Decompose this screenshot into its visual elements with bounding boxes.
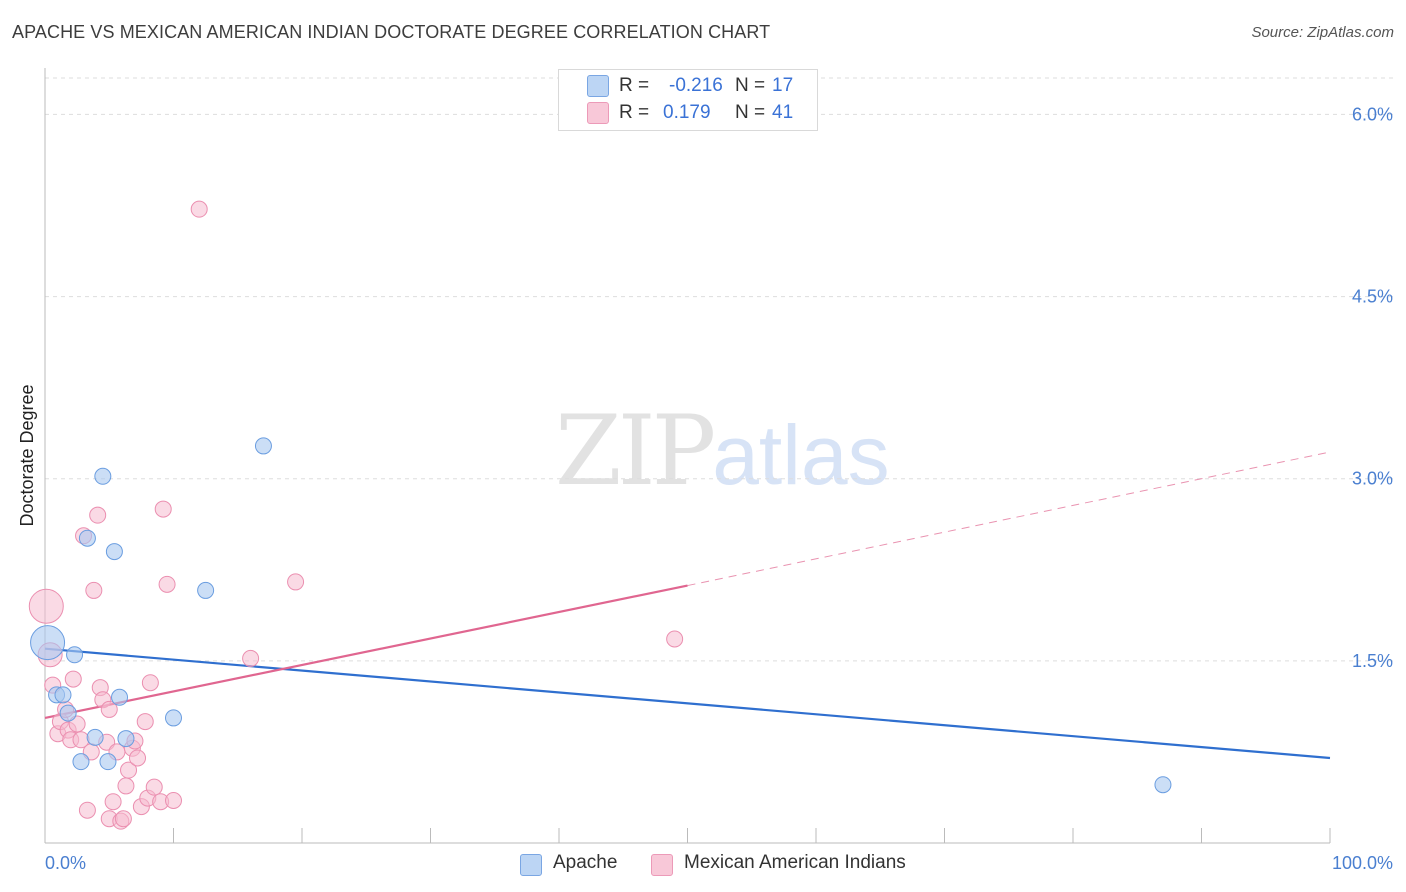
legend: R = -0.216 N = 17 R = 0.179 N = 41 [558,69,818,131]
apache-point [117,730,135,748]
mexican-point [28,588,64,624]
legend-n-value: 41 [772,102,794,123]
mexican-swatch [651,854,673,876]
apache-swatch [587,75,609,97]
mexican-point [64,670,82,688]
mexican-label: Mexican American Indians [684,852,906,873]
legend-r-label: R = [619,102,650,123]
mexican-point [114,810,132,828]
mexican-trend-extension [687,451,1331,587]
mexican-point [120,761,138,779]
mexican-point [89,506,107,524]
apache-point [165,709,182,727]
apache-point [54,686,72,704]
mexican-point [666,630,684,648]
x-tick-label: 0.0% [45,853,86,873]
apache-point [1154,776,1172,794]
watermark-zip: ZIP [555,395,716,507]
trend-lines [44,451,1331,760]
data-points [28,200,1172,830]
gridlines [45,77,1395,662]
legend-n-label: N = [735,75,766,96]
mexican-point [68,715,86,733]
mexican-point [154,500,172,518]
mexican-point [190,200,208,218]
apache-point [94,467,112,485]
apache-point [105,543,123,561]
apache-trend-line [44,647,1331,760]
mexican-point [145,778,163,796]
apache-point [197,581,215,599]
apache-point [30,625,66,661]
apache-point [59,704,77,722]
y-tick-label: 4.5% [1352,287,1393,307]
mexican-point [117,777,135,795]
y-tick-label: 1.5% [1352,651,1393,671]
apache-point [66,646,84,664]
mexican-point [165,792,182,809]
watermark: ZIPatlas [555,395,890,507]
tick-labels: 1.5% 3.0% 4.5% 6.0% 0.0% 100.0% Doctorate Degr… [17,104,1393,873]
apache-point [99,753,117,771]
apache-swatch [520,854,542,876]
legend-r-value: -0.216 [669,75,723,96]
apache-point [72,753,90,771]
y-tick-label: 6.0% [1352,104,1393,124]
mexican-point [242,649,260,667]
mexican-trend-line [44,584,688,720]
watermark-atlas: atlas [712,408,890,502]
legend-r-label: R = [619,75,650,96]
mexican-point [141,674,159,692]
y-tick-label: 3.0% [1352,469,1393,489]
mexican-point [85,581,103,599]
mexican-point [158,575,176,593]
source-label: Source: ZipAtlas.com [1251,24,1394,41]
legend-r-value: 0.179 [663,102,711,123]
y-axis-label: Doctorate Degree [17,384,37,526]
legend-n-label: N = [735,102,766,123]
apache-point [78,529,96,547]
mexican-point [129,749,147,767]
chart-title: APACHE VS MEXICAN AMERICAN INDIAN DOCTOR… [12,22,771,42]
apache-point [111,688,129,706]
axes [44,68,1331,844]
apache-point [86,728,104,746]
mexican-point [104,793,122,811]
apache-label: Apache [553,852,618,873]
apache-point [254,437,272,455]
mexican-point [136,713,154,731]
mexican-point [78,801,96,819]
mexican-point [287,573,305,591]
legend-n-value: 17 [772,75,794,96]
x-tick-label: 100.0% [1332,853,1393,873]
mexican-swatch [587,102,609,124]
mexican-point [100,700,118,718]
